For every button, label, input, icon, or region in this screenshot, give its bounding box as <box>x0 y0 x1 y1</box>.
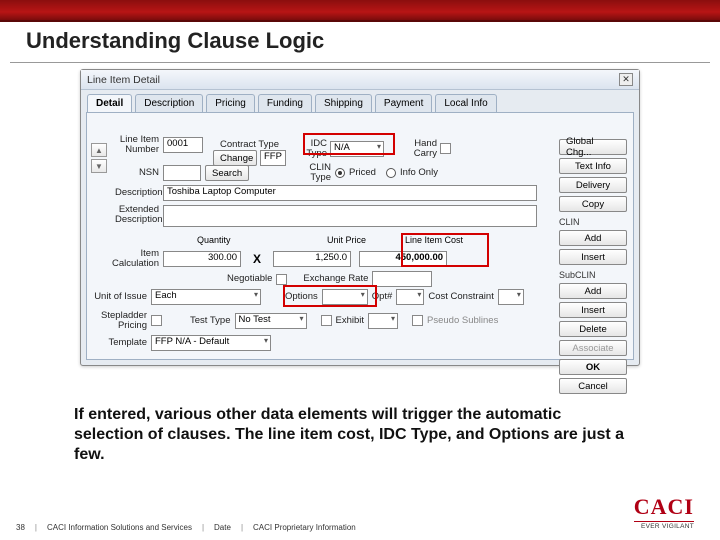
negotiable-checkbox[interactable] <box>276 274 287 285</box>
description-input[interactable]: Toshiba Laptop Computer <box>163 185 537 201</box>
clin-type-label: CLIN Type <box>305 163 331 182</box>
template-label: Template <box>93 338 147 348</box>
tab-strip: Detail Description Pricing Funding Shipp… <box>81 90 639 112</box>
test-type-label: Test Type <box>190 316 231 326</box>
contract-type-label: Contract Type <box>219 140 279 150</box>
quantity-input[interactable]: 300.00 <box>163 251 241 267</box>
footer-org: CACI Information Solutions and Services <box>47 523 192 532</box>
exhibit-label: Exhibit <box>336 316 365 326</box>
clin-group-label: CLIN <box>559 215 627 227</box>
detail-panel: Global Chg... Text Info Delivery Copy CL… <box>86 112 634 360</box>
priced-radio[interactable] <box>335 168 345 178</box>
idc-type-select[interactable]: N/A <box>330 141 384 157</box>
delivery-button[interactable]: Delivery <box>559 177 627 193</box>
qty-label: Quantity <box>197 235 231 245</box>
footer-date: Date <box>214 523 231 532</box>
unit-price-input[interactable]: 1,250.0 <box>273 251 351 267</box>
side-column: Global Chg... Text Info Delivery Copy CL… <box>559 139 627 394</box>
template-select[interactable]: FFP N/A - Default <box>151 335 271 351</box>
item-calc-label: Item Calculation <box>93 249 159 268</box>
hand-carry-checkbox[interactable] <box>440 143 451 154</box>
change-button[interactable]: Change <box>213 150 257 166</box>
pseudo-checkbox[interactable] <box>412 315 423 326</box>
ok-button[interactable]: OK <box>559 359 627 375</box>
subclin-group-label: SubCLIN <box>559 268 627 280</box>
exhibit-checkbox[interactable] <box>321 315 332 326</box>
slide-title: Understanding Clause Logic <box>10 22 710 63</box>
tab-detail[interactable]: Detail <box>87 94 132 112</box>
copy-button[interactable]: Copy <box>559 196 627 212</box>
stepladder-label: Stepladder Pricing <box>93 311 147 330</box>
footer: 38 | CACI Information Solutions and Serv… <box>16 523 356 532</box>
multiply-symbol: X <box>253 252 261 266</box>
exchange-input[interactable] <box>372 271 432 287</box>
subclin-insert-button[interactable]: Insert <box>559 302 627 318</box>
nsn-label: NSN <box>115 168 159 178</box>
exchange-label: Exchange Rate <box>303 274 368 284</box>
contract-type-value: FFP <box>260 150 286 166</box>
close-icon[interactable]: ✕ <box>619 73 633 86</box>
info-only-radio[interactable] <box>386 168 396 178</box>
cost-constraint-select[interactable] <box>498 289 524 305</box>
line-item-input[interactable]: 0001 <box>163 137 203 153</box>
caci-logo: CACI EVER VIGILANT <box>634 494 694 530</box>
opt-num-select[interactable] <box>396 289 424 305</box>
idc-type-label: IDC Type <box>305 139 327 158</box>
global-chg-button[interactable]: Global Chg... <box>559 139 627 155</box>
search-button[interactable]: Search <box>205 165 249 181</box>
page-number: 38 <box>16 523 25 532</box>
ext-description-input[interactable] <box>163 205 537 227</box>
tab-description[interactable]: Description <box>135 94 203 112</box>
tab-localinfo[interactable]: Local Info <box>435 94 496 112</box>
titlebar: Line Item Detail ✕ <box>81 70 639 90</box>
negotiable-label: Negotiable <box>227 274 272 284</box>
priced-label: Priced <box>349 168 376 178</box>
uoi-select[interactable]: Each <box>151 289 261 305</box>
pseudo-label: Pseudo Sublines <box>427 316 498 326</box>
delete-button[interactable]: Delete <box>559 321 627 337</box>
tab-payment[interactable]: Payment <box>375 94 432 112</box>
line-item-window: Line Item Detail ✕ Detail Description Pr… <box>80 69 640 366</box>
line-cost-label: Line Item Cost <box>405 235 463 245</box>
exhibit-select[interactable] <box>368 313 398 329</box>
tab-funding[interactable]: Funding <box>258 94 312 112</box>
associate-button[interactable]: Associate <box>559 340 627 356</box>
opt-num-label: Opt# <box>372 292 393 302</box>
logo-tagline: EVER VIGILANT <box>634 521 694 530</box>
uoi-label: Unit of Issue <box>93 292 147 302</box>
hand-carry-label: Hand Carry <box>409 139 437 158</box>
ext-description-label: Extended Description <box>115 205 159 224</box>
slide-top-bar <box>0 0 720 22</box>
options-label: Options <box>285 292 318 302</box>
window-title: Line Item Detail <box>87 74 160 86</box>
unit-price-label: Unit Price <box>327 235 366 245</box>
clin-insert-button[interactable]: Insert <box>559 249 627 265</box>
tab-pricing[interactable]: Pricing <box>206 94 255 112</box>
options-select[interactable] <box>322 289 368 305</box>
logo-text: CACI <box>634 494 694 520</box>
clin-add-button[interactable]: Add <box>559 230 627 246</box>
stepladder-checkbox[interactable] <box>151 315 162 326</box>
subclin-add-button[interactable]: Add <box>559 283 627 299</box>
cancel-button[interactable]: Cancel <box>559 378 627 394</box>
slide-caption: If entered, various other data elements … <box>74 405 634 465</box>
test-type-select[interactable]: No Test <box>235 313 307 329</box>
nav-up-button[interactable]: ▲ <box>91 143 107 157</box>
description-label: Description <box>115 188 159 198</box>
text-info-button[interactable]: Text Info <box>559 158 627 174</box>
nsn-input[interactable] <box>163 165 201 181</box>
nav-down-button[interactable]: ▼ <box>91 159 107 173</box>
cost-constraint-label: Cost Constraint <box>428 292 493 302</box>
tab-shipping[interactable]: Shipping <box>315 94 372 112</box>
info-only-label: Info Only <box>400 168 438 178</box>
line-item-label: Line Item Number <box>115 135 159 154</box>
footer-prop: CACI Proprietary Information <box>253 523 356 532</box>
line-cost-value: 450,000.00 <box>359 251 447 267</box>
